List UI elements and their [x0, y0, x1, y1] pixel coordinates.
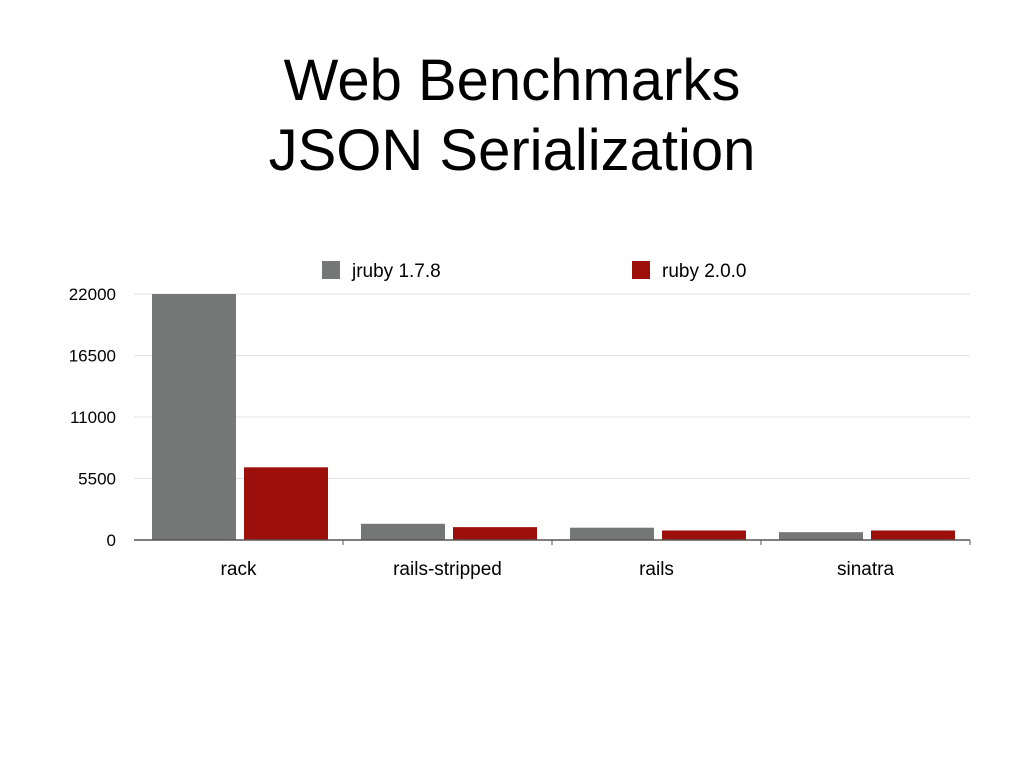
- bar-rails-ruby: [662, 530, 746, 540]
- legend-swatch-ruby: [632, 261, 650, 279]
- bar-rails-jruby: [570, 527, 654, 540]
- y-tick-label: 11000: [70, 408, 116, 427]
- y-tick-label: 0: [107, 531, 116, 550]
- x-tick-label: sinatra: [837, 559, 894, 580]
- bar-rack-ruby: [244, 467, 328, 540]
- title-line-1: Web Benchmarks: [283, 48, 741, 113]
- legend-swatch-jruby: [322, 261, 340, 279]
- bar-rails-stripped-ruby: [453, 527, 537, 540]
- title-line-2: JSON Serialization: [268, 118, 756, 183]
- bar-rack-jruby: [152, 294, 236, 540]
- bar-sinatra-ruby: [871, 530, 955, 540]
- x-tick-label: rails-stripped: [393, 559, 502, 580]
- x-tick-label: rack: [221, 559, 257, 580]
- y-tick-label: 16500: [69, 347, 116, 366]
- chart-title: Web Benchmarks JSON Serialization: [0, 46, 1024, 186]
- legend-label-ruby: ruby 2.0.0: [662, 261, 747, 282]
- x-tick-label: rails: [639, 559, 674, 580]
- legend-label-jruby: jruby 1.7.8: [351, 261, 441, 282]
- y-tick-label: 5500: [78, 470, 116, 489]
- bar-sinatra-jruby: [779, 532, 863, 540]
- y-tick-label: 22000: [69, 285, 116, 304]
- bar-rails-stripped-jruby: [361, 523, 445, 540]
